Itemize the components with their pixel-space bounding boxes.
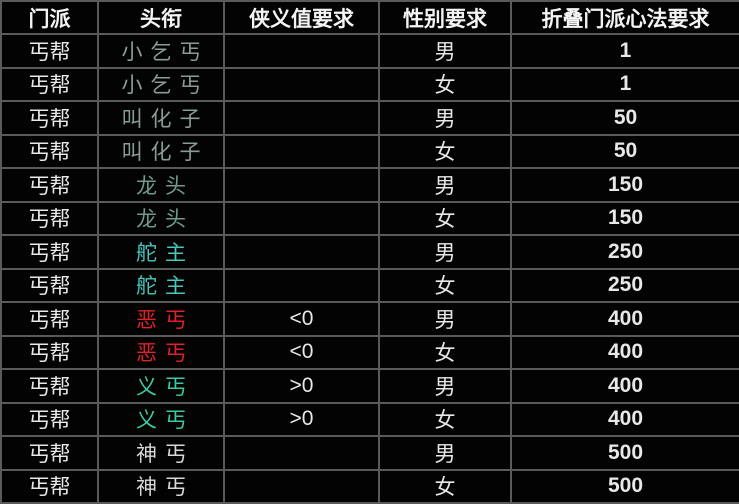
title-cell: 义丐 [97,368,225,404]
table-row: 丐帮 舵主 男 250 [0,234,739,270]
chivalry-cell [223,267,380,303]
table-row: 丐帮 龙头 男 150 [0,167,739,203]
skill-cell: 400 [510,401,739,437]
sect-cell: 丐帮 [0,368,99,404]
gender-cell: 男 [378,100,512,136]
chivalry-cell: >0 [223,401,380,437]
chivalry-cell [223,234,380,270]
sect-cell: 丐帮 [0,167,99,203]
title-cell: 龙头 [97,167,225,203]
gender-cell: 男 [378,435,512,471]
title-cell: 叫化子 [97,100,225,136]
title-cell: 舵主 [97,234,225,270]
sect-cell: 丐帮 [0,267,99,303]
sect-cell: 丐帮 [0,33,99,69]
chivalry-cell [223,133,380,169]
sect-cell: 丐帮 [0,435,99,471]
skill-cell: 1 [510,66,739,102]
table-row: 丐帮 神丐 男 500 [0,435,739,471]
sect-cell: 丐帮 [0,133,99,169]
header-title: 头衔 [97,0,225,35]
sect-cell: 丐帮 [0,468,99,504]
table-row: 丐帮 恶丐 <0 男 400 [0,301,739,337]
skill-cell: 150 [510,200,739,236]
gender-cell: 男 [378,167,512,203]
chivalry-cell: <0 [223,301,380,337]
chivalry-cell: >0 [223,368,380,404]
chivalry-cell [223,66,380,102]
gender-cell: 女 [378,66,512,102]
table-row: 丐帮 小乞丐 女 1 [0,66,739,102]
gender-cell: 女 [378,334,512,370]
sect-cell: 丐帮 [0,100,99,136]
skill-cell: 400 [510,368,739,404]
table-row: 丐帮 神丐 女 500 [0,468,739,504]
table-row: 丐帮 叫化子 男 50 [0,100,739,136]
gender-cell: 男 [378,33,512,69]
skill-cell: 1 [510,33,739,69]
header-gender: 性别要求 [378,0,512,35]
title-cell: 小乞丐 [97,33,225,69]
sect-cell: 丐帮 [0,301,99,337]
sect-cell: 丐帮 [0,234,99,270]
title-cell: 叫化子 [97,133,225,169]
skill-cell: 400 [510,334,739,370]
title-cell: 神丐 [97,468,225,504]
table-row: 丐帮 恶丐 <0 女 400 [0,334,739,370]
sect-cell: 丐帮 [0,401,99,437]
title-cell: 小乞丐 [97,66,225,102]
skill-cell: 50 [510,100,739,136]
sect-cell: 丐帮 [0,66,99,102]
table-row: 丐帮 义丐 >0 男 400 [0,368,739,404]
skill-cell: 400 [510,301,739,337]
gender-cell: 女 [378,133,512,169]
chivalry-cell [223,435,380,471]
title-cell: 舵主 [97,267,225,303]
header-row: 门派 头衔 侠义值要求 性别要求 折叠门派心法要求 [0,0,739,35]
chivalry-cell [223,167,380,203]
skill-cell: 150 [510,167,739,203]
gender-cell: 男 [378,301,512,337]
chivalry-cell [223,33,380,69]
header-chivalry: 侠义值要求 [223,0,380,35]
table-row: 丐帮 叫化子 女 50 [0,133,739,169]
gender-cell: 女 [378,267,512,303]
chivalry-cell [223,200,380,236]
chivalry-cell [223,100,380,136]
table-row: 丐帮 舵主 女 250 [0,267,739,303]
skill-cell: 500 [510,468,739,504]
table-row: 丐帮 义丐 >0 女 400 [0,401,739,437]
skill-cell: 250 [510,267,739,303]
title-cell: 神丐 [97,435,225,471]
gender-cell: 男 [378,234,512,270]
skill-cell: 500 [510,435,739,471]
header-sect: 门派 [0,0,99,35]
gender-cell: 男 [378,368,512,404]
skill-cell: 250 [510,234,739,270]
table-row: 丐帮 小乞丐 男 1 [0,33,739,69]
table-row: 丐帮 龙头 女 150 [0,200,739,236]
skill-cell: 50 [510,133,739,169]
sect-cell: 丐帮 [0,334,99,370]
gender-cell: 女 [378,468,512,504]
title-cell: 龙头 [97,200,225,236]
gender-cell: 女 [378,401,512,437]
title-cell: 恶丐 [97,334,225,370]
title-cell: 恶丐 [97,301,225,337]
title-cell: 义丐 [97,401,225,437]
chivalry-cell: <0 [223,334,380,370]
header-skill: 折叠门派心法要求 [510,0,739,35]
chivalry-cell [223,468,380,504]
sect-cell: 丐帮 [0,200,99,236]
gender-cell: 女 [378,200,512,236]
